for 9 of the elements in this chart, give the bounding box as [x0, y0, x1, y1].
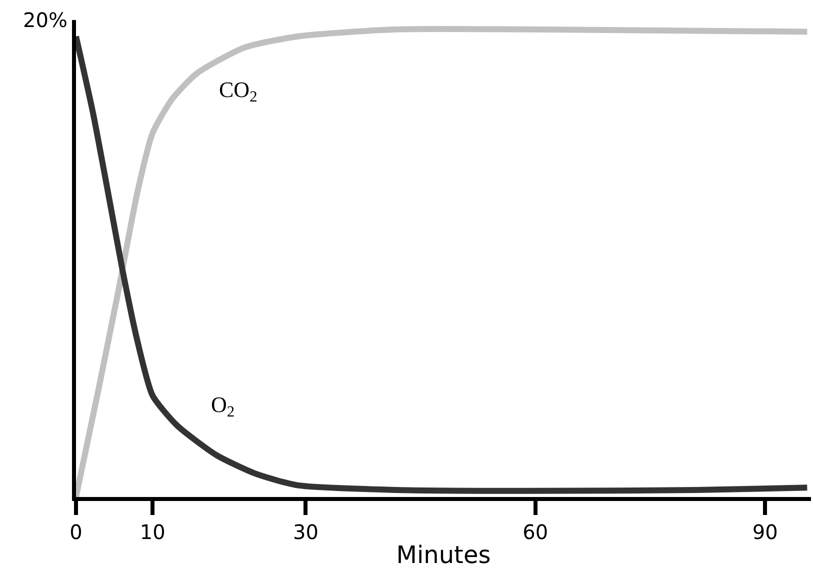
x-tick-label: 60 — [522, 520, 548, 544]
x-tick-label: 30 — [292, 520, 318, 544]
x-tick-label: 10 — [140, 520, 166, 544]
annotation: CO$_{2}$ — [219, 77, 258, 106]
text: 20% — [23, 8, 68, 32]
x-axis-title: Minutes — [396, 540, 491, 569]
annotation: O$_{2}$ — [211, 392, 235, 421]
x-tick-label: 0 — [70, 520, 82, 544]
x-tick-label: 90 — [752, 520, 778, 544]
